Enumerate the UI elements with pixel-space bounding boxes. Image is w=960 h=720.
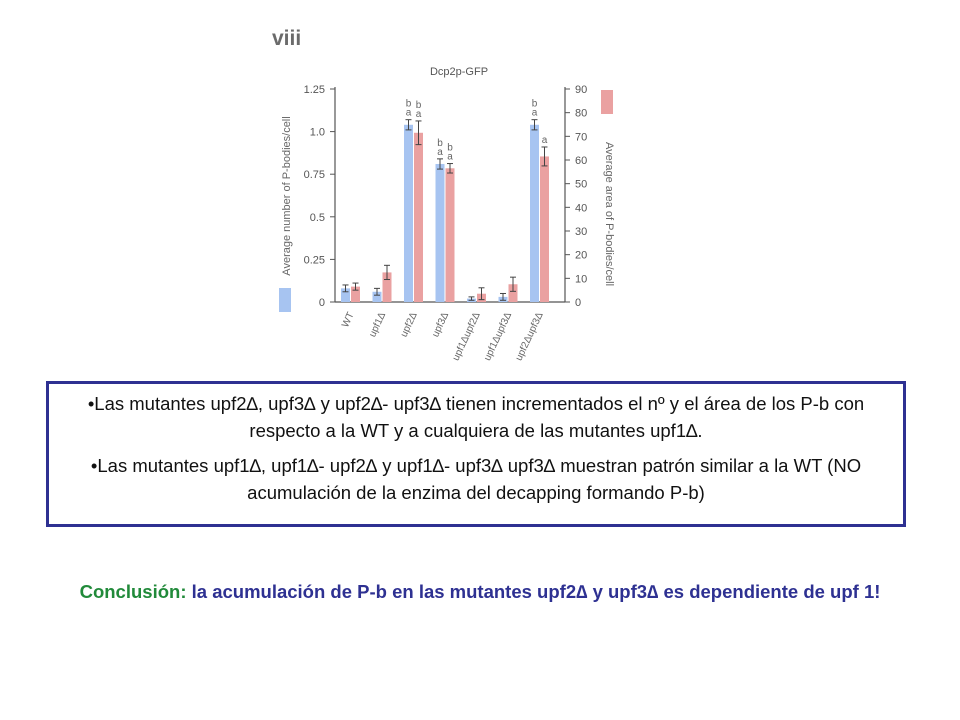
bar-area — [382, 272, 392, 302]
left-tick-label: 0.75 — [304, 169, 325, 181]
left-axis-title: Average number of P-bodies/cell — [281, 116, 293, 275]
bar-number — [372, 291, 382, 302]
significance-letter: b — [437, 138, 443, 149]
panel-label: viii — [272, 27, 301, 50]
right-tick-label: 60 — [575, 155, 587, 167]
bar-number — [435, 163, 445, 302]
right-axis-title: Average area of P-bodies/cell — [603, 142, 615, 286]
category-label: upf1Δ — [367, 310, 388, 339]
category-label: upf1Δupf2Δ — [451, 310, 483, 362]
right-tick-label: 80 — [575, 108, 587, 120]
bar-area — [445, 168, 455, 302]
conclusion-text: la acumulación de P-b en las mutantes up… — [186, 581, 881, 602]
right-tick-label: 70 — [575, 131, 587, 143]
bar-area — [414, 132, 423, 302]
bar-number — [341, 288, 350, 302]
right-tick-label: 40 — [575, 202, 587, 214]
info-bullet-1: •Las mutantes upf2∆, upf3∆ y upf2∆- upf3… — [87, 393, 865, 441]
significance-letter: b — [532, 99, 538, 110]
significance-letter: a — [532, 108, 538, 119]
bar-area — [351, 286, 360, 302]
bar-chart: viii Dcp2p-GFP 0 0.25 0.5 0.75 1.0 1.25 0 10 20 3… — [272, 27, 615, 363]
right-tick-label: 10 — [575, 273, 587, 285]
info-box: •Las mutantes upf2∆, upf3∆ y upf2∆- upf3… — [46, 381, 906, 527]
category-label: upf1Δupf3Δ — [482, 310, 514, 362]
category-label: WT — [340, 311, 357, 330]
category-label: upf2Δupf3Δ — [514, 310, 546, 362]
legend-swatch-area — [601, 90, 613, 114]
conclusion-lead: Conclusión: — [79, 581, 187, 602]
significance-letter: a — [416, 109, 422, 120]
info-bullet-2: •Las mutantes upf1∆, upf1∆- upf2∆ y upf1… — [90, 455, 862, 503]
chart-title: Dcp2p-GFP — [430, 66, 488, 78]
significance-letter: a — [542, 135, 548, 146]
bar-area — [508, 284, 518, 302]
right-tick-label: 50 — [575, 179, 587, 191]
left-tick-label: 0.25 — [304, 254, 325, 266]
bar-number — [530, 124, 539, 302]
legend-swatch-number — [279, 288, 291, 312]
right-tick-label: 0 — [575, 297, 581, 309]
significance-letter: a — [406, 108, 412, 119]
left-tick-label: 1.25 — [304, 84, 325, 96]
bar-area — [540, 156, 549, 302]
category-label: upf2Δ — [399, 310, 420, 339]
bar-number — [404, 124, 413, 302]
right-tick-label: 90 — [575, 84, 587, 96]
left-tick-label: 0.5 — [310, 212, 325, 224]
significance-letter: a — [447, 152, 453, 163]
significance-letter: b — [447, 143, 453, 154]
left-tick-label: 1.0 — [310, 127, 325, 139]
category-label: upf3Δ — [430, 310, 451, 339]
significance-letter: b — [416, 100, 422, 111]
significance-letter: a — [437, 147, 443, 158]
left-tick-label: 0 — [319, 297, 325, 309]
significance-letter: b — [406, 99, 412, 110]
conclusion: Conclusión: la acumulación de P-b en las… — [40, 578, 920, 606]
right-tick-label: 30 — [575, 226, 587, 238]
right-tick-label: 20 — [575, 250, 587, 262]
